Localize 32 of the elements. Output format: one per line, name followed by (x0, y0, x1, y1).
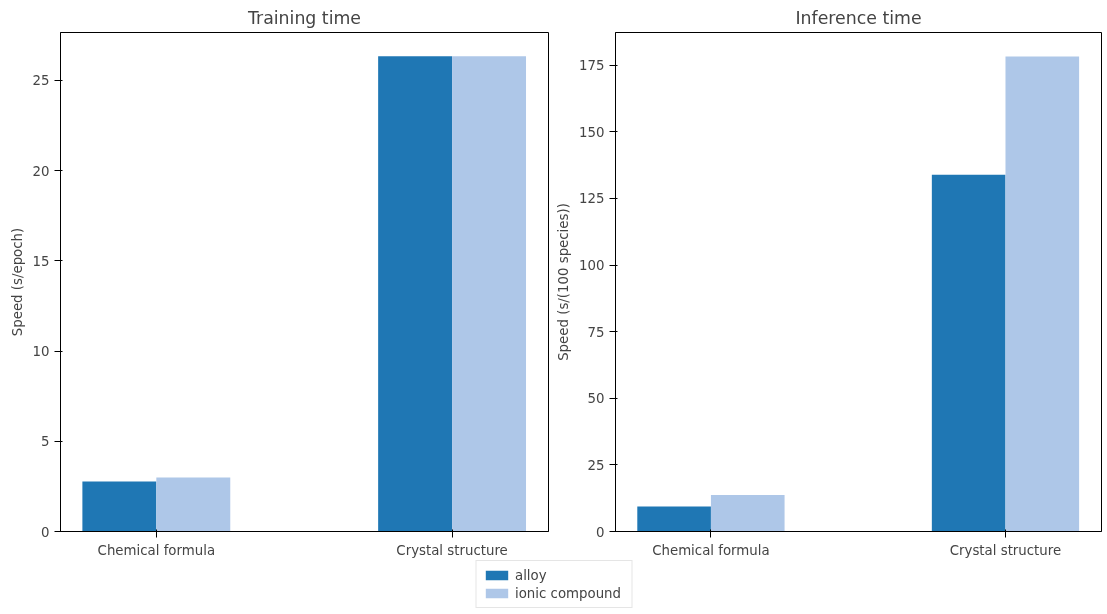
bar (710, 495, 785, 532)
bar (156, 477, 231, 532)
legend-label: ionic compound (515, 585, 622, 601)
y-tick-label: 75 (587, 324, 605, 340)
bar (82, 481, 157, 532)
chart-title: Training time (246, 7, 362, 28)
x-tick-label: Chemical formula (97, 542, 216, 558)
x-tick-label: Crystal structure (396, 542, 508, 558)
y-tick-label: 5 (41, 434, 50, 450)
y-tick-label: 25 (587, 457, 605, 473)
y-tick-label: 15 (32, 253, 50, 269)
x-tick-label: Crystal structure (949, 542, 1062, 558)
y-tick-label: 150 (579, 124, 605, 140)
y-tick-label: 25 (32, 73, 50, 89)
y-axis-title: Speed (s/(100 species)) (556, 203, 572, 361)
bar (378, 56, 453, 532)
y-tick-label: 175 (579, 58, 605, 74)
y-tick-label: 0 (41, 524, 50, 540)
bar (637, 506, 711, 532)
bar (931, 174, 1006, 532)
bar (1005, 56, 1080, 532)
y-axis-title: Speed (s/epoch) (9, 227, 25, 337)
bar (452, 56, 527, 532)
legend-label: alloy (515, 567, 548, 583)
y-tick-label: 50 (587, 391, 605, 407)
y-tick-label: 100 (579, 258, 605, 274)
y-tick-label: 20 (32, 163, 50, 179)
chart-title: Inference time (795, 7, 922, 28)
y-tick-label: 10 (32, 344, 50, 360)
x-tick-label: Chemical formula (652, 542, 770, 558)
y-tick-label: 125 (579, 191, 605, 207)
y-tick-label: 0 (596, 524, 605, 540)
